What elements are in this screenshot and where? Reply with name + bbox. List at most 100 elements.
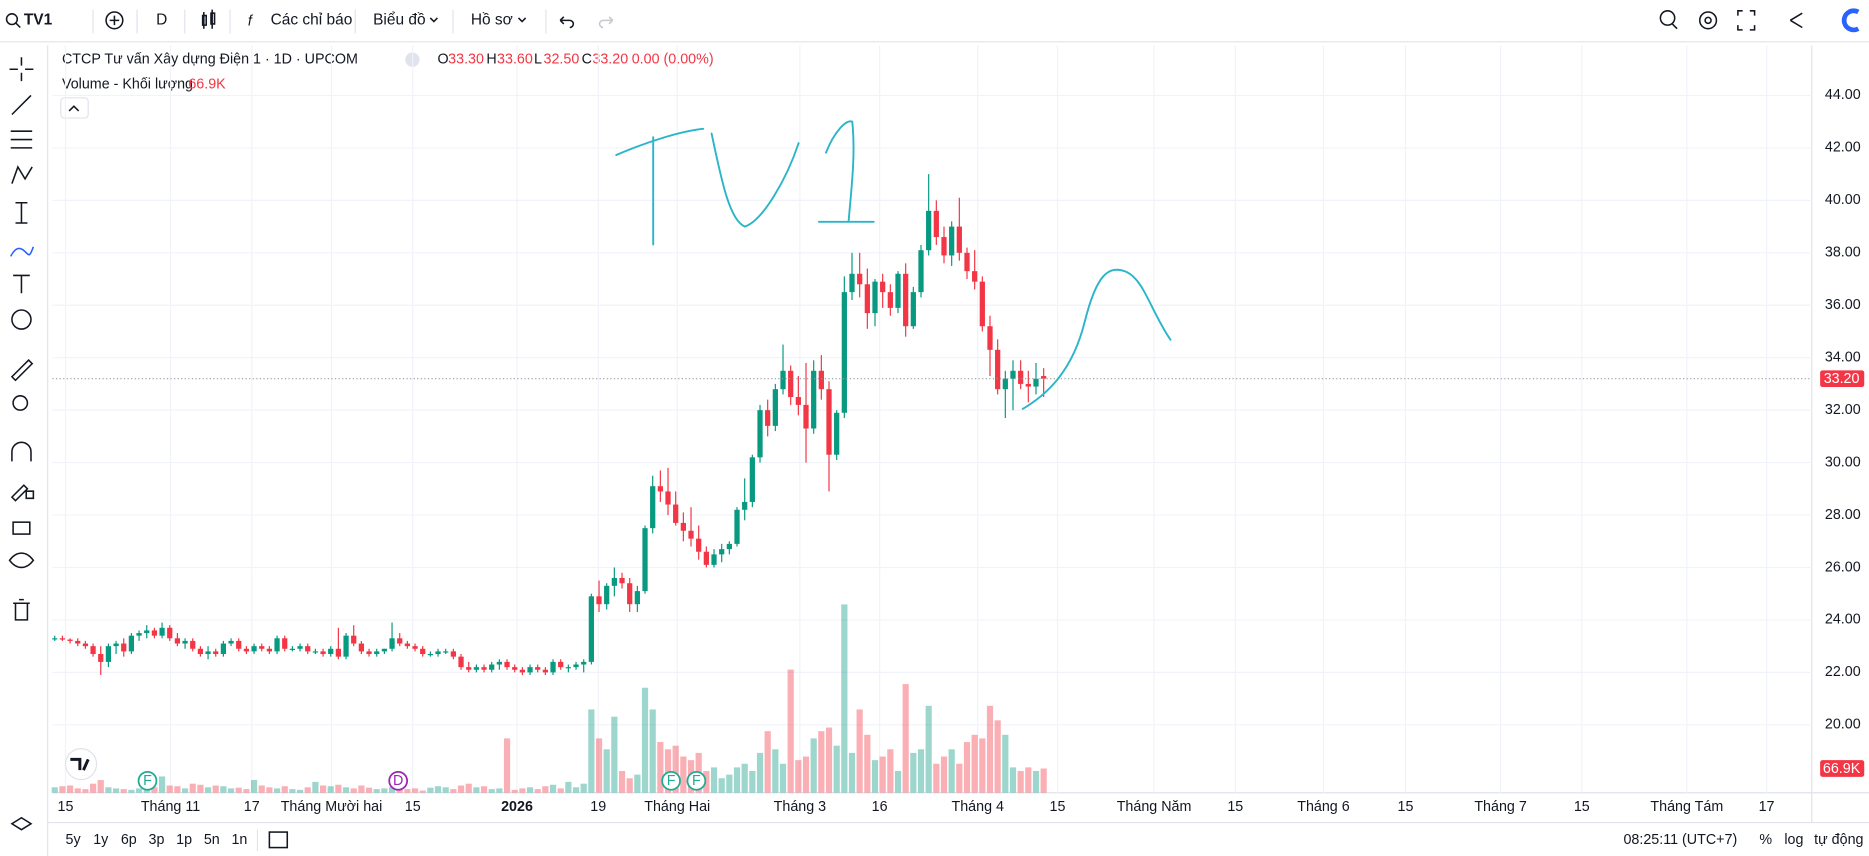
collapse-legend[interactable] xyxy=(60,97,89,119)
lock-draw-tool[interactable] xyxy=(10,484,35,502)
icon-tool[interactable] xyxy=(11,309,32,330)
settings[interactable] xyxy=(1698,11,1718,30)
profile-menu[interactable]: Hồ sơ xyxy=(471,11,513,28)
zoom-tool[interactable] xyxy=(12,395,29,411)
volume-bar xyxy=(66,785,74,793)
log-toggle[interactable]: log xyxy=(1784,832,1803,848)
volume-legend-name: Volume - Khối lượng xyxy=(62,76,193,92)
trend-line-tool[interactable] xyxy=(11,94,32,116)
candle-body xyxy=(512,667,518,670)
volume-bar xyxy=(680,756,687,793)
brush-tool[interactable] xyxy=(10,246,35,257)
candle-body xyxy=(765,410,771,426)
volume-bar xyxy=(718,778,725,793)
y-tick-label: 26.00 xyxy=(1825,559,1861,575)
volume-bar xyxy=(105,787,112,793)
share[interactable] xyxy=(1789,12,1803,29)
candle-body xyxy=(987,326,993,350)
candle-body xyxy=(596,596,602,605)
lock-tool[interactable] xyxy=(12,521,31,535)
volume-bar xyxy=(112,788,120,793)
percent-toggle[interactable]: % xyxy=(1759,832,1772,848)
volume-bar xyxy=(664,749,672,793)
measure-tool[interactable] xyxy=(15,201,28,224)
volume-bar xyxy=(135,788,143,793)
candle-body xyxy=(1033,378,1039,387)
volume-bar xyxy=(181,788,189,793)
candle-body xyxy=(627,583,633,605)
text-tool[interactable] xyxy=(13,274,30,294)
volume-bar xyxy=(1017,771,1024,793)
candle-body xyxy=(351,635,357,644)
price-tag xyxy=(1820,370,1865,388)
volume-bar xyxy=(51,787,58,793)
crosshair-tool[interactable] xyxy=(9,57,34,82)
candle-body xyxy=(979,281,985,327)
volume-bar xyxy=(933,763,940,793)
search-icon[interactable] xyxy=(5,13,19,26)
fullscreen[interactable] xyxy=(1737,10,1756,31)
redo[interactable] xyxy=(598,16,614,29)
y-tick-label: 44.00 xyxy=(1825,87,1861,103)
range-button[interactable]: 6p xyxy=(121,832,137,848)
candle-body xyxy=(496,661,502,665)
delete-tool[interactable] xyxy=(13,598,30,621)
candle-body xyxy=(366,651,372,655)
chevron xyxy=(429,17,438,23)
range-button[interactable]: 1y xyxy=(93,832,109,848)
volume-bar xyxy=(848,752,856,793)
candle-body xyxy=(719,549,725,555)
indicators[interactable]: Các chỉ báo xyxy=(271,11,353,28)
volume-bar xyxy=(526,787,534,793)
x-tick-label: Tháng 7 xyxy=(1474,799,1527,815)
volume-bar xyxy=(396,789,403,793)
y-tick-label: 24.00 xyxy=(1825,612,1861,628)
range-button[interactable]: 5n xyxy=(204,832,220,848)
volume-bar xyxy=(235,787,242,793)
volume-bar xyxy=(174,786,181,793)
volume-bar xyxy=(979,738,986,793)
quick-search[interactable] xyxy=(1659,10,1676,26)
layers[interactable] xyxy=(10,816,33,831)
volume-bar xyxy=(887,749,894,793)
x-tick-label: 15 xyxy=(58,799,74,815)
candle-body xyxy=(59,638,66,640)
volume-bar xyxy=(894,771,902,793)
visibility-tool[interactable] xyxy=(8,552,35,569)
range-button[interactable]: 1n xyxy=(231,832,247,848)
volume-bar xyxy=(787,669,794,793)
range-button[interactable]: 5y xyxy=(66,832,82,848)
volume-bar xyxy=(473,787,480,793)
volume-bar xyxy=(703,771,710,793)
candle-body xyxy=(75,640,81,644)
magnet-tool[interactable] xyxy=(11,441,32,462)
ruler-tool[interactable] xyxy=(10,358,34,382)
candle-body xyxy=(949,226,955,256)
fib-tool[interactable] xyxy=(10,130,33,149)
auto-toggle[interactable]: tự động xyxy=(1814,832,1863,848)
chart-menu[interactable]: Biểu đồ xyxy=(373,11,426,28)
pattern-tool[interactable] xyxy=(11,165,33,184)
range-button[interactable]: 3p xyxy=(149,832,165,848)
add-symbol-plus xyxy=(109,15,120,26)
candle-body xyxy=(220,643,227,655)
undo[interactable] xyxy=(559,16,575,29)
chart-type[interactable] xyxy=(201,9,216,29)
interval[interactable]: D xyxy=(156,11,167,28)
volume-bar xyxy=(496,788,503,793)
symbol[interactable]: TV1 xyxy=(24,11,53,28)
candle-body xyxy=(696,538,702,552)
legend-low: 32.50 xyxy=(544,51,580,67)
range-button[interactable]: 1p xyxy=(176,832,192,848)
date-range[interactable] xyxy=(268,831,289,849)
candle-body xyxy=(481,667,487,670)
volume-bar xyxy=(856,709,863,793)
volume-bar xyxy=(1025,767,1032,793)
candle-body xyxy=(941,237,947,256)
add-symbol[interactable] xyxy=(105,11,124,30)
candle-body xyxy=(933,210,939,238)
legend-o: O xyxy=(437,51,448,67)
candle-body xyxy=(619,577,625,584)
